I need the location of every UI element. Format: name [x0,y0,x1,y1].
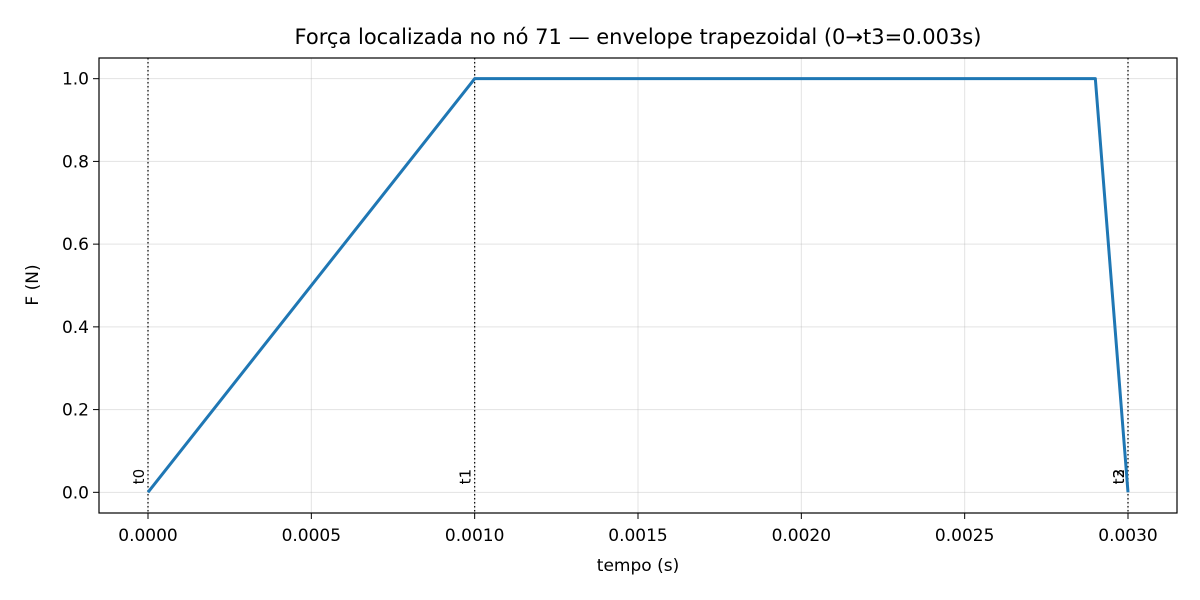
marker-label-t2: t2 [1110,469,1128,484]
marker-label-t1: t1 [457,469,475,484]
y-tick-label: 0.4 [62,318,89,338]
x-tick-label: 0.0010 [445,526,504,546]
x-tick-label: 0.0030 [1098,526,1157,546]
x-axis: 0.0000 0.0005 0.0010 0.0015 0.0020 0.0025 0.00… [118,513,1158,546]
x-tick-label: 0.0005 [282,526,341,546]
x-tick-label: 0.0000 [118,526,177,546]
series-line-0 [146,77,1130,494]
y-axis-label: F (N) [23,264,43,305]
y-tick-label: 0.2 [62,401,89,421]
marker-label-t3: t3 [1110,469,1128,484]
x-tick-label: 0.0015 [608,526,667,546]
x-axis-label: tempo (s) [597,556,679,576]
x-tick-label: 0.0020 [772,526,831,546]
y-tick-label: 0.0 [62,483,89,503]
y-tick-label: 1.0 [62,70,89,90]
y-tick-label: 0.8 [62,152,89,172]
y-tick-label: 0.6 [62,235,89,255]
series-layer [146,77,1130,494]
marker-label-t0: t0 [130,469,148,484]
y-axis: 0.0 0.2 0.4 0.6 0.8 1.0 [62,70,99,503]
x-tick-label: 0.0025 [935,526,994,546]
chart-title: Força localizada no nó 71 — envelope tra… [295,25,982,49]
